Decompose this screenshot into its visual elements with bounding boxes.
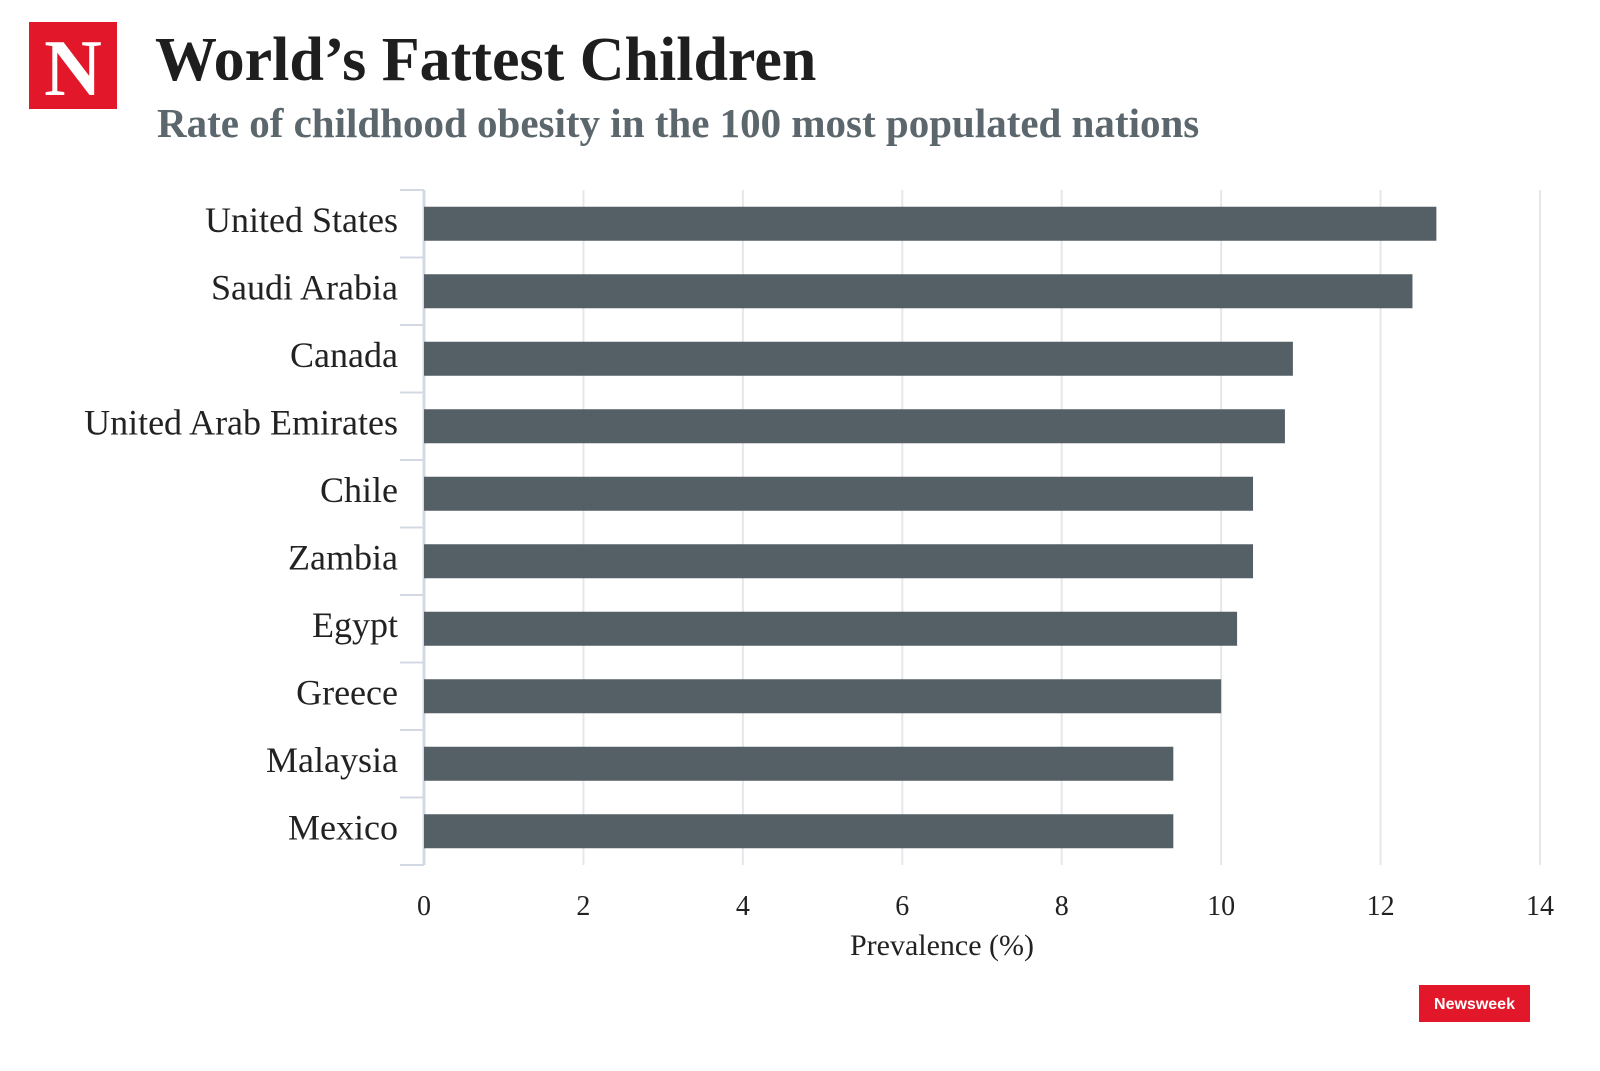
y-tick-label: Egypt — [312, 605, 398, 645]
y-tick-label: Saudi Arabia — [211, 268, 398, 308]
y-tick-label: Mexico — [288, 808, 398, 848]
logo-box — [29, 22, 117, 109]
bar — [424, 814, 1174, 849]
x-tick-label: 4 — [736, 891, 750, 922]
bar — [424, 341, 1293, 376]
bar — [424, 409, 1285, 444]
y-tick-label: Canada — [290, 335, 398, 375]
bar — [424, 206, 1437, 241]
bar — [424, 746, 1174, 781]
y-tick-label: United Arab Emirates — [84, 403, 398, 443]
x-tick-label: 8 — [1055, 891, 1069, 922]
bar — [424, 544, 1254, 579]
logo: N — [44, 25, 102, 113]
y-tick-label: Malaysia — [266, 740, 398, 780]
bar — [424, 476, 1254, 511]
x-tick-label: 14 — [1526, 891, 1554, 922]
y-tick-label: Zambia — [288, 538, 398, 578]
x-tick-label: 2 — [576, 891, 590, 922]
x-tick-label: 12 — [1367, 891, 1395, 922]
y-tick-label: Chile — [320, 470, 398, 510]
bar — [424, 611, 1238, 646]
bar — [424, 274, 1413, 309]
brand-box — [1419, 985, 1530, 1022]
y-tick-label: United States — [205, 200, 398, 240]
brand: Newsweek — [1434, 996, 1515, 1013]
bar — [424, 679, 1222, 714]
y-tick-label: Greece — [296, 673, 398, 713]
x-tick-label: 6 — [895, 891, 909, 922]
chart-subtitle: Rate of childhood obesity in the 100 mos… — [157, 100, 1199, 146]
x-tick-label: 10 — [1207, 891, 1235, 922]
x-axis-title: Prevalence (%) — [850, 929, 1034, 962]
x-tick-label: 0 — [417, 891, 431, 922]
chart-title: World’s Fattest Children — [155, 26, 816, 94]
